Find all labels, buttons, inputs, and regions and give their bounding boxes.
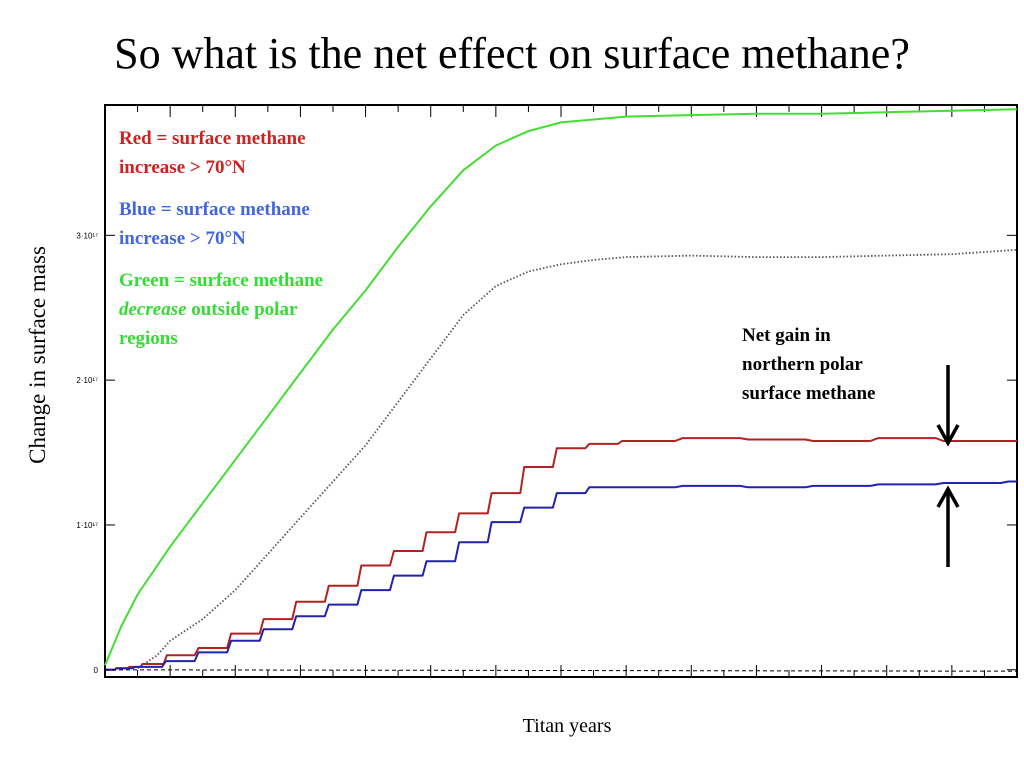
y-tick-label: 3·10¹⁷ [76, 231, 98, 240]
x-axis-label: Titan years [522, 715, 612, 737]
series-zero-line [104, 669, 1018, 672]
legend-blue: Blue = surface methane increase > 70°N [119, 195, 323, 253]
legend-red: Red = surface methane increase > 70°N [119, 124, 323, 182]
legend-red-line2: increase > 70°N [119, 157, 246, 178]
legend-red-line1: Red = surface methane [119, 128, 306, 149]
y-tick-label: 2·10¹⁷ [76, 376, 98, 385]
series-blue-line [105, 480, 1017, 671]
legend-green-line1: Green = surface methane [119, 270, 324, 291]
y-tick-labels: 0 1·10¹⁷ 2·10¹⁷ 3·10¹⁷ [76, 231, 98, 674]
series-layer [104, 108, 1018, 672]
y-tick-label: 0 [94, 666, 99, 675]
legend-green-line2: outside polar [186, 299, 298, 320]
net-gain-line1: Net gain in [742, 325, 831, 346]
y-axis-label: Change in surface mass [25, 246, 50, 464]
legend-text: Red = surface methane increase > 70°N Bl… [119, 124, 323, 366]
net-gain-line3: surface methane [742, 383, 876, 404]
net-gain-line2: northern polar [742, 354, 863, 375]
series-green-line [104, 108, 1018, 666]
up-arrow-icon [936, 485, 960, 567]
legend-green-italic: decrease [119, 299, 187, 320]
net-gain-annotation: Net gain in northern polar surface metha… [742, 321, 876, 408]
legend-blue-line1: Blue = surface methane [119, 199, 310, 220]
y-tick-label: 1·10¹⁷ [76, 521, 98, 530]
down-arrow-icon [936, 365, 960, 447]
legend-green: Green = surface methane decrease outside… [119, 266, 323, 353]
legend-blue-line2: increase > 70°N [119, 228, 246, 249]
slide-title: So what is the net effect on surface met… [114, 29, 910, 78]
legend-green-line3: regions [119, 328, 178, 349]
series-net-line [137, 248, 1018, 670]
series-red-line [105, 437, 1017, 671]
